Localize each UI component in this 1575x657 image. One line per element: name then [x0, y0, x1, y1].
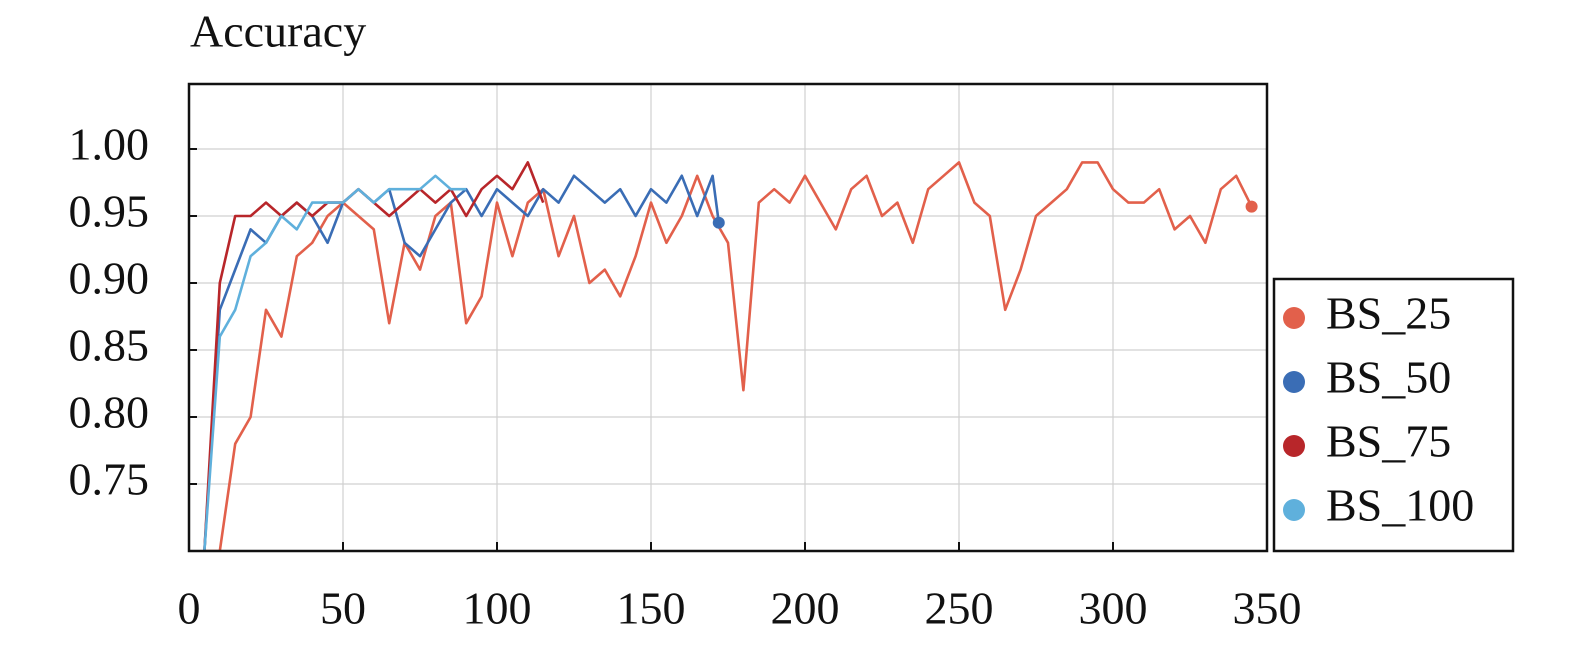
legend-label: BS_50	[1326, 352, 1451, 403]
y-tick-label: 0.95	[69, 186, 150, 237]
legend-box	[1272, 277, 1515, 553]
legend: BS_25 BS_50 BS_75 BS_100	[1283, 288, 1474, 531]
end-marker	[1245, 200, 1258, 213]
x-tick-label: 150	[617, 583, 686, 634]
legend-label: BS_100	[1326, 480, 1474, 531]
x-tick-label: 50	[320, 583, 366, 634]
legend-marker	[1283, 371, 1305, 393]
chart-title: Accuracy	[190, 6, 366, 57]
plot-frame	[187, 82, 1269, 553]
legend-label: BS_25	[1326, 288, 1451, 339]
x-tick-label: 300	[1079, 583, 1148, 634]
x-tick-label: 0	[178, 583, 201, 634]
x-tick-label: 200	[771, 583, 840, 634]
legend-marker	[1283, 307, 1305, 329]
legend-label: BS_75	[1326, 416, 1451, 467]
grid	[188, 84, 1268, 551]
y-tick-label: 0.90	[69, 253, 150, 304]
series-line	[204, 161, 1253, 551]
x-tick-label: 250	[925, 583, 994, 634]
legend-marker	[1283, 499, 1305, 521]
series-line	[203, 174, 467, 551]
plot-lines	[203, 161, 1258, 551]
axes: 0.75 0.80 0.85 0.90 0.95 1.00 0 50 100 150 200 250 3…	[69, 119, 1302, 634]
x-tick-label: 100	[463, 583, 532, 634]
series-line	[203, 161, 545, 551]
y-tick-label: 0.80	[69, 387, 150, 438]
y-tick-label: 1.00	[69, 119, 150, 170]
end-marker	[712, 216, 725, 229]
y-tick-label: 0.75	[69, 454, 150, 505]
y-tick-label: 0.85	[69, 320, 150, 371]
x-tick-label: 350	[1233, 583, 1302, 634]
legend-marker	[1283, 435, 1305, 457]
